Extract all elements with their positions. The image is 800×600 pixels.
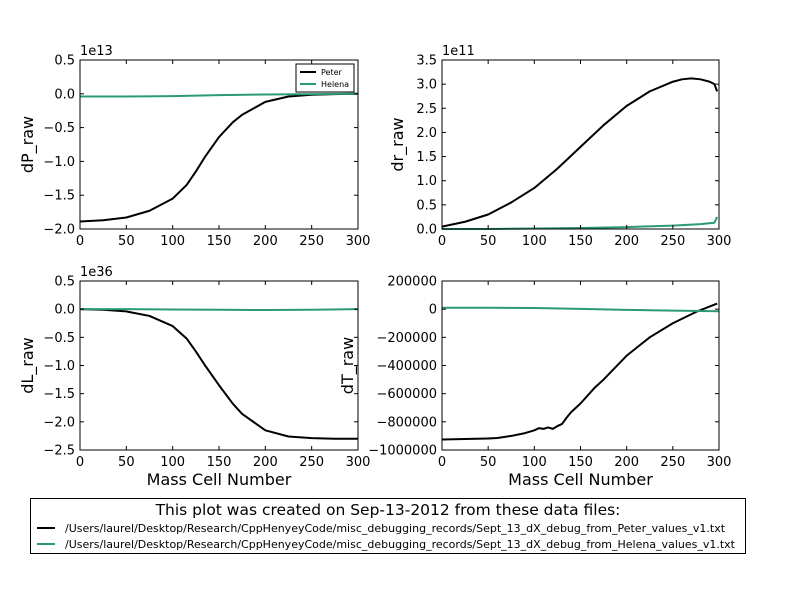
y-tick-label: −400000 bbox=[376, 359, 437, 374]
data-file-path: /Users/laurel/Desktop/Research/CppHenyey… bbox=[65, 537, 735, 551]
x-tick-label: 150 bbox=[568, 234, 593, 249]
data-files-title: This plot was created on Sep-13-2012 fro… bbox=[155, 501, 621, 519]
axes-frame bbox=[441, 280, 720, 451]
y-tick-label: 0.0 bbox=[416, 223, 437, 238]
x-tick-label: 50 bbox=[118, 455, 135, 470]
x-tick-label: 150 bbox=[207, 455, 232, 470]
y-tick-label: −1000000 bbox=[368, 444, 437, 459]
series-line-helena bbox=[442, 306, 720, 313]
data-file-row-helena: /Users/laurel/Desktop/Research/CppHenyey… bbox=[37, 537, 735, 551]
y-tick-label: −1.0 bbox=[43, 155, 75, 170]
y-tick-label: −1.0 bbox=[43, 359, 75, 374]
y-tick-label: −0.5 bbox=[43, 121, 75, 136]
series-line-peter bbox=[79, 92, 359, 223]
axes-frame bbox=[441, 59, 720, 230]
data-file-path: /Users/laurel/Desktop/Research/CppHenyey… bbox=[65, 521, 726, 535]
axis-multiplier: 1e13 bbox=[80, 44, 113, 59]
x-tick-label: 300 bbox=[346, 455, 371, 470]
series-line-helena bbox=[80, 308, 359, 312]
y-axis-label: dL_raw bbox=[18, 337, 38, 394]
x-tick-label: 250 bbox=[299, 455, 324, 470]
data-files-legend: This plot was created on Sep-13-2012 fro… bbox=[30, 498, 746, 554]
y-tick-label: −800000 bbox=[376, 415, 437, 430]
x-tick-label: 0 bbox=[76, 234, 84, 249]
x-tick-label: 300 bbox=[707, 455, 732, 470]
y-tick-label: 0.0 bbox=[54, 87, 75, 102]
series-line-peter bbox=[441, 77, 719, 228]
x-tick-label: 200 bbox=[253, 455, 278, 470]
data-file-row-peter: /Users/laurel/Desktop/Research/CppHenyey… bbox=[37, 521, 725, 535]
helena-line-swatch bbox=[37, 543, 55, 545]
x-tick-label: 300 bbox=[707, 234, 732, 249]
x-tick-label: 100 bbox=[160, 234, 185, 249]
series-line-peter bbox=[441, 302, 718, 441]
x-tick-label: 150 bbox=[568, 455, 593, 470]
axes-frame bbox=[79, 280, 359, 451]
x-tick-label: 200 bbox=[614, 455, 639, 470]
y-tick-label: −1.5 bbox=[43, 387, 75, 402]
x-tick-label: 50 bbox=[480, 234, 497, 249]
y-tick-label: −2.5 bbox=[43, 444, 75, 459]
legend-label: Helena bbox=[321, 80, 349, 89]
series-line-peter bbox=[79, 308, 358, 440]
y-tick-label: 200000 bbox=[387, 275, 437, 290]
peter-line-swatch bbox=[37, 527, 55, 529]
axis-multiplier: 1e36 bbox=[80, 265, 113, 280]
x-tick-label: 200 bbox=[253, 234, 278, 249]
legend-box bbox=[295, 63, 355, 93]
x-tick-label: 150 bbox=[207, 234, 232, 249]
y-tick-label: −1.5 bbox=[43, 189, 75, 204]
legend-label: Peter bbox=[321, 68, 343, 77]
x-tick-label: 250 bbox=[660, 234, 685, 249]
y-tick-label: 0.0 bbox=[54, 303, 75, 318]
x-tick-label: 250 bbox=[660, 455, 685, 470]
x-tick-label: 200 bbox=[614, 234, 639, 249]
series-line-helena bbox=[80, 92, 359, 98]
y-tick-label: 3.5 bbox=[416, 54, 437, 69]
x-tick-label: 250 bbox=[299, 234, 324, 249]
y-axis-label: dT_raw bbox=[338, 337, 358, 394]
y-tick-label: 3.0 bbox=[416, 78, 437, 93]
y-tick-label: −200000 bbox=[376, 331, 437, 346]
y-axis-label: dP_raw bbox=[18, 116, 38, 173]
x-tick-label: 0 bbox=[438, 455, 446, 470]
y-tick-label: 0 bbox=[429, 303, 437, 318]
y-tick-label: 2.5 bbox=[416, 102, 437, 117]
x-tick-label: 300 bbox=[346, 234, 371, 249]
y-tick-label: −2.0 bbox=[43, 415, 75, 430]
y-tick-label: −2.0 bbox=[43, 223, 75, 238]
x-tick-label: 0 bbox=[438, 234, 446, 249]
x-axis-label: Mass Cell Number bbox=[147, 470, 292, 489]
y-tick-label: 1.5 bbox=[416, 150, 437, 165]
x-axis-label: Mass Cell Number bbox=[508, 470, 653, 489]
x-tick-label: 100 bbox=[522, 455, 547, 470]
y-tick-label: 0.5 bbox=[416, 198, 437, 213]
y-tick-label: 2.0 bbox=[416, 126, 437, 141]
y-tick-label: −0.5 bbox=[43, 331, 75, 346]
x-tick-label: 0 bbox=[76, 455, 84, 470]
axis-multiplier: 1e11 bbox=[442, 44, 475, 59]
y-tick-label: 0.5 bbox=[54, 54, 75, 69]
series-line-helena bbox=[442, 216, 719, 230]
y-tick-label: 0.5 bbox=[54, 275, 75, 290]
x-tick-label: 100 bbox=[522, 234, 547, 249]
y-tick-label: 1.0 bbox=[416, 174, 437, 189]
y-tick-label: −600000 bbox=[376, 387, 437, 402]
x-tick-label: 50 bbox=[480, 455, 497, 470]
x-tick-label: 50 bbox=[118, 234, 135, 249]
y-axis-label: dr_raw bbox=[388, 117, 408, 171]
x-tick-label: 100 bbox=[160, 455, 185, 470]
